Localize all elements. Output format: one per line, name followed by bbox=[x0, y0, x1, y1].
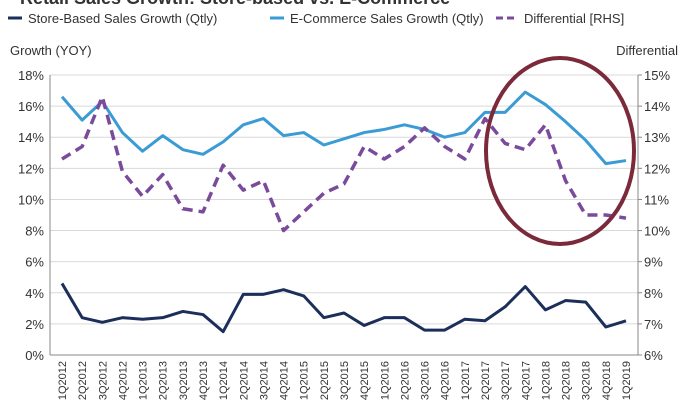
highlight-ellipse bbox=[484, 56, 636, 246]
series-line bbox=[60, 282, 627, 334]
x-tick-label: 4Q2018 bbox=[601, 361, 613, 400]
x-tick-label: 3Q2014 bbox=[258, 361, 270, 400]
x-tick-label: 2Q2013 bbox=[158, 361, 170, 400]
y2-tick-label: 12% bbox=[644, 161, 670, 176]
y2-tick-label: 14% bbox=[644, 99, 670, 114]
y-tick-label: 12% bbox=[18, 161, 44, 176]
x-tick-label: 1Q2014 bbox=[218, 361, 230, 400]
x-tick-label: 1Q2015 bbox=[299, 361, 311, 400]
x-tick-label: 3Q2013 bbox=[178, 361, 190, 400]
legend-label: Differential [RHS] bbox=[524, 11, 624, 26]
series-line bbox=[60, 90, 627, 166]
x-tick-label: 1Q2013 bbox=[138, 361, 150, 400]
y-tick-label: 2% bbox=[25, 317, 44, 332]
x-tick-label: 2Q2016 bbox=[399, 361, 411, 400]
y2-tick-label: 15% bbox=[644, 68, 670, 83]
y2-tick-label: 13% bbox=[644, 130, 670, 145]
x-tick-label: 3Q2017 bbox=[500, 361, 512, 400]
y2-tick-label: 8% bbox=[644, 286, 663, 301]
x-tick-label: 3Q2016 bbox=[420, 361, 432, 400]
y-axis-label: Growth (YOY) bbox=[10, 43, 92, 58]
y-tick-label: 16% bbox=[18, 99, 44, 114]
x-tick-label: 4Q2014 bbox=[279, 361, 291, 400]
x-tick-label: 2Q2014 bbox=[238, 361, 250, 400]
y-tick-label: 14% bbox=[18, 130, 44, 145]
chart-title: Retail Sales Growth: Store-based vs. E-C… bbox=[20, 0, 450, 8]
legend-label: E-Commerce Sales Growth (Qtly) bbox=[290, 11, 484, 26]
x-tick-label: 4Q2017 bbox=[520, 361, 532, 400]
y2-tick-label: 6% bbox=[644, 348, 663, 363]
y2-tick-label: 9% bbox=[644, 255, 663, 270]
x-tick-label: 3Q2012 bbox=[97, 361, 109, 400]
x-tick-label: 4Q2013 bbox=[198, 361, 210, 400]
y2-tick-label: 7% bbox=[644, 317, 663, 332]
y2-axis-label: Differential bbox=[616, 43, 678, 58]
x-tick-label: 4Q2015 bbox=[359, 361, 371, 400]
y-tick-label: 4% bbox=[25, 286, 44, 301]
y-tick-label: 10% bbox=[18, 192, 44, 207]
x-tick-label: 4Q2012 bbox=[117, 361, 129, 400]
x-tick-label: 2Q2012 bbox=[77, 361, 89, 400]
y-tick-label: 8% bbox=[25, 224, 44, 239]
x-tick-label: 2Q2017 bbox=[480, 361, 492, 400]
x-tick-label: 2Q2018 bbox=[561, 361, 573, 400]
x-tick-label: 1Q2018 bbox=[540, 361, 552, 400]
y-tick-label: 0% bbox=[25, 348, 44, 363]
x-tick-label: 1Q2017 bbox=[460, 361, 472, 400]
x-tick-label: 2Q2015 bbox=[319, 361, 331, 400]
x-tick-label: 1Q2016 bbox=[379, 361, 391, 400]
legend-label: Store-Based Sales Growth (Qtly) bbox=[28, 11, 217, 26]
x-tick-label: 1Q2019 bbox=[621, 361, 633, 400]
y2-tick-label: 11% bbox=[644, 192, 669, 207]
y-tick-label: 6% bbox=[25, 255, 44, 270]
series-line bbox=[61, 95, 627, 233]
x-tick-label: 4Q2016 bbox=[440, 361, 452, 400]
x-tick-label: 3Q2018 bbox=[581, 361, 593, 400]
x-tick-label: 3Q2015 bbox=[339, 361, 351, 400]
x-tick-label: 1Q2012 bbox=[57, 361, 69, 400]
y-tick-label: 18% bbox=[18, 68, 44, 83]
y2-tick-label: 10% bbox=[644, 224, 670, 239]
